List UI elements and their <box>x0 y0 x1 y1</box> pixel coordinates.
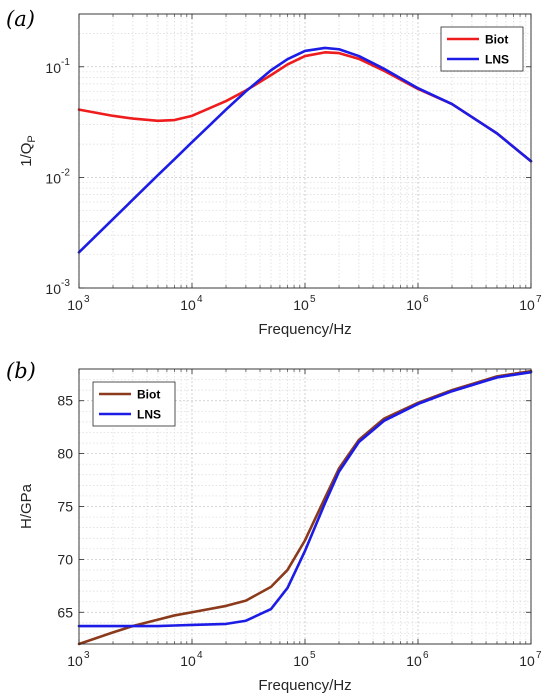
x-tick-label: 10 <box>180 653 196 669</box>
y-tick-label: 70 <box>57 551 73 567</box>
x-tick-label: 10 <box>293 297 309 313</box>
legend-box <box>440 26 524 72</box>
legend-label-biot: Biot <box>485 33 508 47</box>
x-tick-label: 10 <box>406 297 422 313</box>
panel-label: (b) <box>6 359 36 383</box>
x-axis-title: Frequency/Hz <box>258 321 351 338</box>
x-tick-label-exponent: 6 <box>423 294 429 305</box>
x-tick-label-exponent: 3 <box>84 650 90 661</box>
x-tick-label: 10 <box>180 297 196 313</box>
axis-ticks <box>78 14 532 289</box>
series-group <box>77 46 533 254</box>
legend-label-lns: LNS <box>485 53 509 67</box>
x-tick-label-exponent: 5 <box>310 294 316 305</box>
x-tick-label-exponent: 4 <box>197 650 203 661</box>
legend: Biot LNS <box>440 26 524 72</box>
series-line-lns <box>77 46 533 254</box>
chart-panel-b: 10 3 10 4 10 5 10 6 10 76570758085Frequency/HzH/G… <box>6 359 542 694</box>
chart-panel-a: 10 3 10 4 10 5 10 6 10 710 -310 -210 -1Frequency/Hz1… <box>6 7 542 338</box>
y-tick-label-exponent: -3 <box>61 278 70 289</box>
y-axis-title: 1/QP <box>18 135 38 167</box>
y-tick-label: 85 <box>57 393 73 409</box>
x-tick-label-exponent: 6 <box>423 650 429 661</box>
x-tick-label: 10 <box>67 297 83 313</box>
y-tick-label: 75 <box>57 499 73 515</box>
x-tick-label-exponent: 3 <box>84 294 90 305</box>
panel-label: (a) <box>6 7 35 31</box>
x-tick-label-exponent: 7 <box>536 294 542 305</box>
legend: Biot LNS <box>92 381 176 427</box>
x-tick-label-exponent: 7 <box>536 650 542 661</box>
y-tick-label-exponent: -2 <box>61 167 70 178</box>
x-tick-label: 10 <box>67 653 83 669</box>
y-axis-title: H/GPa <box>18 483 35 529</box>
axis-ticks <box>78 369 532 644</box>
series-group <box>77 369 533 646</box>
x-axis-title: Frequency/Hz <box>258 677 351 694</box>
series-line-lns <box>77 370 533 628</box>
y-tick-label: 10 <box>45 281 61 297</box>
y-tick-label-exponent: -1 <box>61 57 70 68</box>
legend-label-lns: LNS <box>137 408 161 422</box>
y-tick-label: 80 <box>57 446 73 462</box>
y-tick-label: 10 <box>45 60 61 76</box>
x-tick-label: 10 <box>406 653 422 669</box>
x-tick-label: 10 <box>293 653 309 669</box>
legend-label-biot: Biot <box>137 388 160 402</box>
x-tick-label: 10 <box>519 653 535 669</box>
legend-box <box>92 381 176 427</box>
x-tick-label: 10 <box>519 297 535 313</box>
grid <box>78 14 532 289</box>
x-tick-label-exponent: 4 <box>197 294 203 305</box>
y-tick-label: 65 <box>57 604 73 620</box>
y-tick-label: 10 <box>45 170 61 186</box>
x-tick-label-exponent: 5 <box>310 650 316 661</box>
